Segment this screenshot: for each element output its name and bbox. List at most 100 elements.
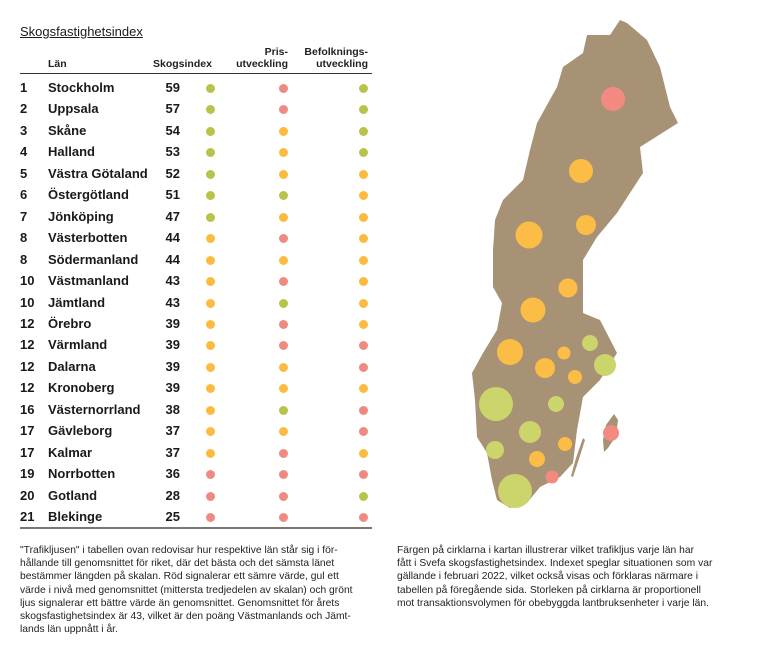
- index-value: 51: [165, 187, 180, 203]
- map-circle-red: [603, 425, 619, 441]
- population-signal-dot: [359, 169, 368, 179]
- rank: 8: [20, 251, 28, 267]
- right-caption: Färgen på cirklarna i kartan illustrerar…: [397, 544, 712, 610]
- table-row: 4 Halland 53: [0, 144, 380, 164]
- price-signal-dot: [279, 105, 288, 115]
- header-pris-line1: Pris-: [264, 46, 288, 58]
- header-lan: Län: [48, 58, 67, 70]
- table-row: 16 Västernorrland 38: [0, 402, 380, 422]
- table-row: 10 Västmanland 43: [0, 273, 380, 293]
- price-signal-dot: [279, 191, 288, 201]
- price-signal-dot: [279, 513, 288, 522]
- caption-line: gällande i februari 2022, vilket också v…: [397, 571, 699, 583]
- header-rule: [20, 73, 372, 74]
- population-signal-dot: [359, 319, 368, 329]
- index-value: 37: [165, 444, 180, 460]
- index-value: 57: [165, 101, 180, 117]
- lan-name: Skåne: [48, 122, 87, 138]
- index-signal-dot: [206, 448, 215, 458]
- rank: 1: [20, 80, 28, 95]
- index-value: 25: [165, 509, 180, 524]
- population-signal-dot: [359, 491, 368, 501]
- lan-name: Norrbotten: [48, 466, 116, 482]
- price-signal-dot: [279, 277, 288, 287]
- lan-name: Gävleborg: [48, 423, 113, 439]
- index-signal-dot: [206, 491, 215, 501]
- index-signal-dot: [206, 234, 215, 244]
- sweden-mainland: [472, 20, 678, 508]
- price-signal-dot: [279, 491, 288, 501]
- index-signal-dot: [206, 148, 215, 158]
- lan-name: Västerbotten: [48, 230, 128, 246]
- lan-name: Jönköping: [48, 208, 114, 224]
- header-bef: Befolknings-utveckling: [296, 46, 368, 70]
- map-circle-green: [548, 396, 564, 412]
- caption-line: värde i nivå med genomsnittet (mittersta…: [20, 584, 353, 596]
- index-signal-dot: [206, 341, 215, 351]
- population-signal-dot: [359, 448, 368, 458]
- rank: 4: [20, 144, 28, 160]
- table-row: 12 Kronoberg 39: [0, 380, 380, 400]
- price-signal-dot: [279, 255, 288, 265]
- oland-island: [571, 438, 585, 477]
- caption-line: ljus signalerar ett bättre värde än geno…: [20, 597, 340, 609]
- table-row: 10 Jämtland 43: [0, 295, 380, 315]
- rank: 12: [20, 315, 35, 331]
- rank: 12: [20, 358, 35, 374]
- index-signal-dot: [206, 126, 215, 136]
- table-row: 21 Blekinge 25: [0, 509, 380, 529]
- table-title: Skogsfastighetsindex: [20, 24, 143, 39]
- rank: 10: [20, 294, 35, 310]
- table-row: 20 Gotland 28: [0, 488, 380, 508]
- lan-name: Västra Götaland: [48, 165, 148, 181]
- price-signal-dot: [279, 448, 288, 458]
- lan-name: Jämtland: [48, 294, 106, 310]
- index-value: 43: [165, 273, 180, 289]
- map-circle-yellow: [497, 339, 523, 365]
- index-value: 39: [165, 337, 180, 353]
- index-signal-dot: [206, 105, 215, 115]
- caption-line: "Trafikljusen" i tabellen ovan redovisar…: [20, 545, 338, 556]
- table-row: 8 Södermanland 44: [0, 252, 380, 272]
- index-value: 39: [165, 315, 180, 331]
- price-signal-dot: [279, 126, 288, 136]
- caption-line: tabellen på föregående sida. Storleken p…: [397, 584, 701, 596]
- index-value: 36: [165, 466, 180, 482]
- population-signal-dot: [359, 405, 368, 415]
- rank: 6: [20, 187, 28, 203]
- index-signal-dot: [206, 362, 215, 372]
- population-signal-dot: [359, 255, 368, 265]
- population-signal-dot: [359, 191, 368, 201]
- price-signal-dot: [279, 212, 288, 222]
- rank: 12: [20, 337, 35, 353]
- population-signal-dot: [359, 277, 368, 287]
- population-signal-dot: [359, 362, 368, 372]
- lan-name: Uppsala: [48, 101, 99, 117]
- population-signal-dot: [359, 126, 368, 136]
- lan-name: Dalarna: [48, 358, 96, 374]
- population-signal-dot: [359, 298, 368, 308]
- table-row: 12 Dalarna 39: [0, 359, 380, 379]
- population-signal-dot: [359, 105, 368, 115]
- map-circle-green: [479, 387, 513, 421]
- index-value: 54: [165, 122, 180, 138]
- index-value: 39: [165, 380, 180, 396]
- table-row: 6 Östergötland 51: [0, 187, 380, 207]
- lan-name: Blekinge: [48, 509, 103, 524]
- population-signal-dot: [359, 212, 368, 222]
- caption-line: skogsfastighetsindex är 43, vilket är de…: [20, 611, 351, 623]
- header-pris: Pris-utveckling: [232, 46, 288, 70]
- index-signal-dot: [206, 427, 215, 437]
- map-circle-yellow: [515, 221, 543, 249]
- map-circle-green: [486, 441, 504, 459]
- rank: 19: [20, 466, 35, 482]
- index-signal-dot: [206, 212, 215, 222]
- table-row: 17 Gävleborg 37: [0, 423, 380, 443]
- population-signal-dot: [359, 341, 368, 351]
- map-circle-green: [519, 421, 541, 443]
- map-circle-red: [601, 87, 625, 111]
- price-signal-dot: [279, 427, 288, 437]
- population-signal-dot: [359, 470, 368, 480]
- population-signal-dot: [359, 513, 368, 522]
- index-value: 39: [165, 358, 180, 374]
